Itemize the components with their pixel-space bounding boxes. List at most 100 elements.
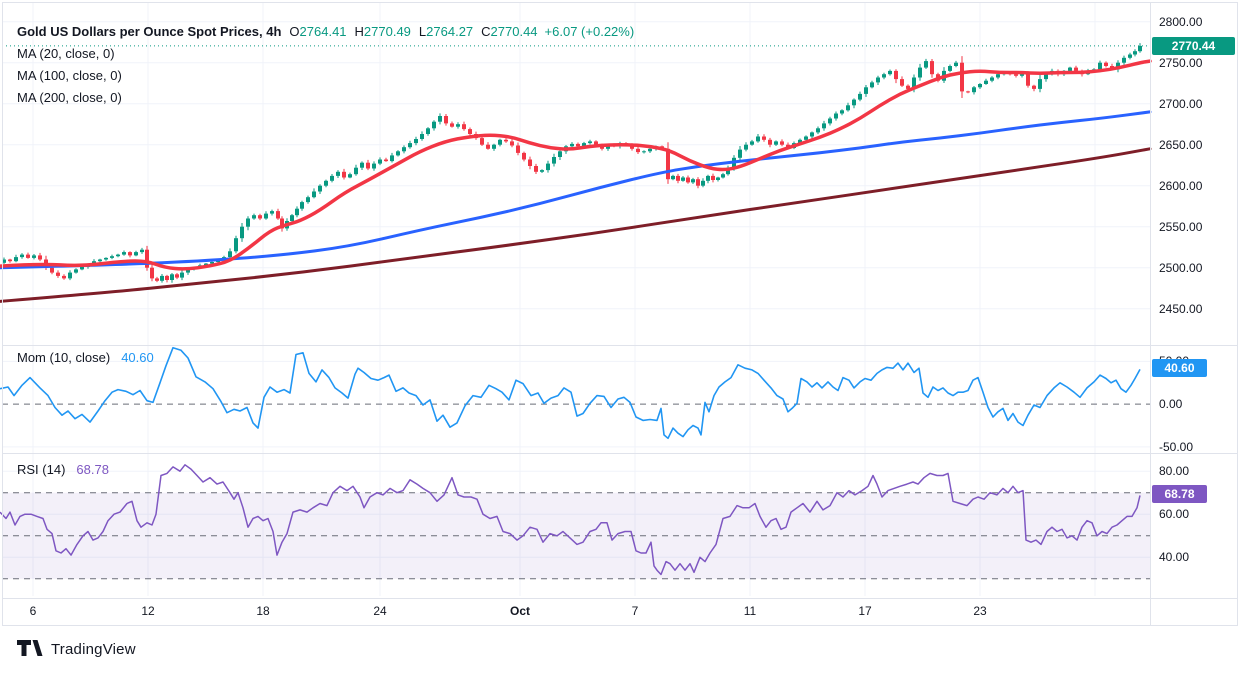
candle-body [912, 77, 916, 89]
candle-body [276, 211, 280, 219]
candle-body [280, 218, 284, 229]
candle-body [1032, 85, 1036, 89]
candle-body [870, 82, 874, 88]
candle-body [498, 139, 502, 145]
ma100-legend[interactable]: MA (100, close, 0) [17, 68, 122, 83]
tradingview-logo[interactable]: TradingView [17, 640, 136, 658]
time-axis[interactable]: 6 12 18 24 Oct 7 11 17 23 [0, 598, 1240, 626]
candle-body [390, 155, 394, 162]
candle-body [676, 175, 680, 181]
candle-body [204, 263, 208, 266]
candle-body [606, 144, 610, 149]
momentum-legend[interactable]: Mom (10, close) 40.60 [17, 350, 154, 365]
candle-body [972, 87, 976, 93]
time-tick-label: 23 [973, 604, 987, 618]
candle-body [420, 134, 424, 139]
candle-body [721, 174, 725, 178]
candle-body [252, 215, 256, 219]
candle-body [318, 185, 322, 192]
candle-body [342, 171, 346, 178]
candle-body [642, 151, 646, 153]
rsi-tick-label: 40.00 [1159, 550, 1190, 565]
candle-body [312, 191, 316, 198]
candle-body [711, 175, 715, 180]
price-axis[interactable]: 2800.00 2750.00 2700.00 2650.00 2600.00 2550.… [1150, 0, 1240, 626]
rsi-badge: 68.78 [1152, 485, 1207, 504]
candle-body [354, 167, 358, 175]
candle-body [234, 238, 238, 252]
candle-body [744, 144, 748, 150]
ohlc-high: H2770.49 [354, 24, 411, 39]
candle-body [768, 139, 772, 145]
candle-body [706, 175, 710, 181]
time-tick-label: 12 [141, 604, 155, 618]
candle-body [798, 139, 802, 144]
candle-body [594, 141, 598, 146]
candle-body [408, 143, 412, 148]
candle-body [1138, 45, 1142, 52]
candle-body [246, 218, 250, 227]
candle-body [1038, 79, 1042, 89]
candle-body [336, 171, 340, 176]
candle-body [588, 141, 592, 144]
price-change: +6.07 (+0.22%) [544, 24, 635, 39]
candle-body [762, 136, 766, 140]
candle-body [966, 91, 970, 93]
main-legend-row[interactable]: Gold US Dollars per Ounce Spot Prices, 4… [17, 24, 634, 39]
candle-body [270, 211, 274, 214]
candle-body [750, 141, 754, 145]
time-tick-label: 18 [256, 604, 270, 618]
price-tick-label: 2600.00 [1159, 178, 1203, 193]
candle-body [1014, 74, 1018, 76]
candle-body [175, 274, 179, 278]
candle-body [426, 128, 430, 134]
candle-body [666, 148, 670, 180]
candle-body [80, 266, 84, 270]
candle-body [852, 99, 856, 106]
candle-body [68, 272, 72, 279]
tradingview-wordmark: TradingView [51, 640, 136, 658]
candle-body [74, 269, 78, 273]
candle-body [1104, 62, 1108, 66]
tradingview-mark-icon [17, 640, 43, 656]
candle-body [600, 145, 604, 149]
candle-body [456, 124, 460, 127]
ma100-line [0, 110, 1152, 270]
candle-body [1122, 57, 1126, 63]
candle-body [62, 275, 66, 279]
candle-body [984, 80, 988, 84]
candle-body [756, 136, 760, 142]
candle-body [671, 175, 675, 180]
candle-body [450, 123, 454, 127]
ma20-legend[interactable]: MA (20, close, 0) [17, 46, 115, 61]
rsi-legend[interactable]: RSI (14) 68.78 [17, 462, 109, 477]
candle-body [228, 251, 232, 258]
candle-body [300, 202, 304, 209]
momentum-label: Mom (10, close) [17, 350, 111, 365]
candle-body [534, 166, 538, 172]
candle-body [210, 262, 214, 264]
candle-body [774, 141, 778, 145]
candle-body [510, 141, 514, 146]
candle-body [1116, 62, 1120, 70]
candle-body [522, 152, 526, 160]
candle-body [846, 105, 850, 111]
mom-tick-label: -50.00 [1159, 439, 1194, 454]
candle-body [384, 159, 388, 162]
ma200-legend[interactable]: MA (200, close, 0) [17, 90, 122, 105]
candle-body [822, 123, 826, 129]
price-tick-label: 2650.00 [1159, 137, 1203, 152]
candle-body [696, 179, 700, 186]
candle-body [165, 275, 169, 280]
candle-body [32, 255, 36, 258]
candle-body [264, 213, 268, 219]
candle-body [630, 144, 634, 149]
price-badge: 2770.44 [1152, 36, 1235, 55]
candle-body [716, 177, 720, 180]
candle-body [528, 159, 532, 166]
candle-body [828, 118, 832, 124]
candle-body [1074, 67, 1078, 71]
candle-body [552, 157, 556, 164]
candle-body [918, 67, 922, 78]
